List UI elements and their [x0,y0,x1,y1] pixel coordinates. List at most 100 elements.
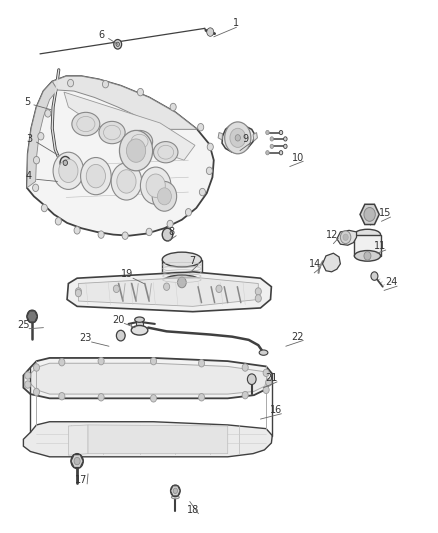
Text: 18: 18 [187,505,199,515]
Circle shape [114,39,122,49]
Circle shape [41,204,47,212]
Ellipse shape [135,317,145,322]
Circle shape [59,359,65,366]
Circle shape [364,252,371,260]
Text: 19: 19 [121,270,134,279]
Circle shape [71,454,83,469]
Circle shape [364,207,375,221]
Circle shape [157,188,171,205]
Circle shape [113,285,120,293]
Circle shape [146,174,165,197]
Circle shape [42,104,47,110]
Circle shape [284,144,287,149]
Polygon shape [170,486,180,496]
Circle shape [39,101,49,114]
Circle shape [59,392,65,400]
Circle shape [284,137,287,141]
Polygon shape [71,455,83,467]
Ellipse shape [64,175,75,182]
Ellipse shape [259,350,268,356]
Circle shape [206,167,212,174]
Text: 21: 21 [265,373,278,383]
Polygon shape [67,272,272,312]
Ellipse shape [131,326,148,335]
Circle shape [207,143,213,151]
Circle shape [116,42,120,46]
Circle shape [270,137,274,141]
Circle shape [98,358,104,365]
Circle shape [33,157,39,164]
Circle shape [163,283,170,290]
Circle shape [255,288,261,295]
Circle shape [270,144,274,149]
Circle shape [122,232,128,239]
Circle shape [173,488,177,494]
Circle shape [266,378,272,386]
Ellipse shape [162,275,201,290]
Circle shape [32,184,39,191]
Circle shape [198,393,205,401]
Circle shape [102,80,109,88]
Circle shape [25,372,31,379]
Circle shape [60,157,71,169]
Circle shape [225,122,251,154]
Circle shape [266,151,269,155]
Ellipse shape [354,251,381,261]
Text: 6: 6 [98,30,104,41]
Circle shape [343,234,348,240]
Text: 1: 1 [233,18,240,28]
Text: 14: 14 [309,259,321,269]
Circle shape [127,139,146,163]
Ellipse shape [127,131,152,153]
Polygon shape [222,124,255,152]
Circle shape [81,158,111,195]
Circle shape [235,135,240,141]
Circle shape [146,228,152,236]
Circle shape [170,485,180,497]
Text: 23: 23 [80,333,92,343]
Circle shape [75,289,81,297]
Polygon shape [78,277,258,306]
Circle shape [117,169,136,193]
Text: 7: 7 [190,256,196,266]
Circle shape [279,151,283,155]
Polygon shape [23,358,272,398]
Polygon shape [52,76,197,130]
Polygon shape [63,160,70,166]
Circle shape [45,110,51,117]
Circle shape [242,391,248,399]
Polygon shape [162,260,201,282]
Circle shape [185,208,191,216]
Text: 4: 4 [26,171,32,181]
Ellipse shape [171,496,179,499]
Polygon shape [360,204,379,224]
Circle shape [177,277,186,288]
Circle shape [263,369,269,376]
Circle shape [63,160,67,165]
Circle shape [340,231,351,244]
Text: 24: 24 [385,278,398,287]
Circle shape [198,360,205,367]
Polygon shape [27,82,57,188]
Circle shape [247,374,256,384]
Circle shape [198,124,204,131]
Circle shape [38,133,44,140]
Text: 8: 8 [168,227,174,237]
Polygon shape [162,232,173,235]
Text: 3: 3 [26,134,32,144]
Polygon shape [253,133,258,141]
Text: 16: 16 [270,405,282,415]
Circle shape [138,88,144,96]
Text: 12: 12 [326,230,339,240]
Circle shape [266,131,269,135]
Text: 20: 20 [113,314,125,325]
Circle shape [120,131,152,171]
Circle shape [74,227,80,234]
Ellipse shape [354,229,381,240]
Circle shape [162,228,173,241]
Polygon shape [64,92,195,160]
Polygon shape [218,133,223,140]
Circle shape [150,358,156,365]
Circle shape [207,28,214,36]
Circle shape [167,220,173,228]
